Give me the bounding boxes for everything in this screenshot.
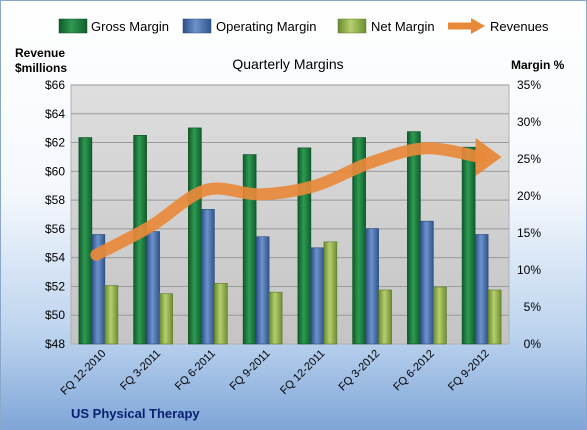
x-tick-label: FQ 12-2010: [59, 348, 109, 398]
left-tick-label: $58: [45, 193, 65, 207]
revenue-arrowhead: [475, 137, 502, 176]
left-tick-label: $54: [45, 251, 65, 265]
left-tick-label: $48: [45, 337, 65, 351]
operating-margin-bar: [420, 220, 434, 345]
left-tick-label: $50: [45, 308, 65, 322]
left-axis-label-line1: Revenue: [15, 46, 65, 60]
revenue-point: [370, 162, 371, 163]
revenue-point: [205, 190, 206, 191]
legend-label-net-margin: Net Margin: [371, 19, 435, 34]
left-tick-label: $60: [45, 164, 65, 178]
x-axis-ticks: FQ 12-2010 FQ 3-2011 FQ 6-2011 FQ 9-2011 FQ …: [59, 348, 492, 398]
left-axis-label-line2: $millions: [15, 61, 67, 75]
net-margin-bar: [214, 283, 228, 345]
left-tick-label: $66: [45, 78, 65, 92]
revenue-point: [260, 194, 261, 195]
net-margin-bar: [104, 285, 119, 345]
net-margin-bar: [487, 289, 502, 345]
revenue-arrow-group: [90, 137, 502, 261]
left-tick-label: $56: [45, 222, 65, 236]
legend-swatch-operating-margin: [182, 18, 212, 34]
left-tick-label: $62: [45, 136, 65, 150]
left-axis-ticks: $48 $50 $52 $54 $56 $58 $60 $62 $64 $66: [45, 78, 65, 351]
gross-margin-bar: [78, 137, 93, 345]
right-tick-label: 5%: [524, 300, 542, 314]
revenue-point: [315, 185, 316, 186]
revenue-point: [424, 148, 425, 149]
operating-margin-bar: [146, 231, 160, 345]
legend-swatch-net-margin: [337, 18, 367, 34]
right-tick-label: 35%: [517, 78, 541, 92]
legend-label-gross-margin: Gross Margin: [91, 19, 169, 34]
gross-margin-bar: [188, 127, 202, 345]
net-margin-bar: [378, 289, 392, 345]
net-margin-bar: [433, 286, 447, 345]
legend-label-revenues: Revenues: [490, 19, 549, 34]
x-tick-label: FQ 9-2011: [228, 348, 273, 393]
revenue-point: [151, 226, 152, 227]
revenue-point: [96, 254, 97, 255]
operating-margin-bar: [474, 234, 489, 345]
x-tick-label: FQ 6-2012: [391, 348, 437, 394]
right-axis-label: Margin %: [511, 58, 565, 72]
left-tick-label: $52: [45, 279, 65, 293]
legend: Gross Margin Operating Margin Net Margin…: [58, 18, 549, 34]
right-tick-label: 30%: [517, 115, 541, 129]
net-margin-bar: [159, 293, 173, 345]
left-tick-label: $64: [45, 107, 65, 121]
operating-margin-bar: [255, 236, 270, 345]
x-tick-label: FQ 9-2012: [446, 348, 492, 394]
net-margin-bar: [268, 291, 283, 345]
revenue-line: [90, 142, 486, 261]
net-margin-bar: [323, 241, 338, 345]
right-tick-label: 0%: [524, 337, 542, 351]
right-tick-label: 20%: [517, 189, 541, 203]
operating-margin-bar: [310, 247, 325, 345]
operating-margin-bar: [201, 209, 215, 345]
right-axis-ticks: 0% 5% 10% 15% 20% 25% 30% 35%: [517, 78, 541, 351]
gross-margin-bar: [242, 154, 257, 345]
x-tick-label: FQ 12-2011: [278, 348, 327, 397]
legend-swatch-gross-margin: [58, 18, 88, 34]
right-tick-label: 25%: [517, 152, 541, 166]
operating-margin-bar: [365, 228, 379, 345]
right-tick-label: 15%: [517, 226, 541, 240]
gross-margin-bar: [407, 131, 421, 345]
legend-swatch-revenues: [448, 18, 485, 34]
gross-margin-bar: [297, 147, 312, 345]
x-tick-label: FQ 6-2011: [173, 348, 218, 393]
revenue-point: [479, 156, 480, 157]
gross-margin-bar: [461, 146, 476, 345]
legend-label-operating-margin: Operating Margin: [216, 19, 316, 34]
footer-company: US Physical Therapy: [71, 406, 200, 421]
x-tick-label: FQ 3-2012: [337, 348, 383, 394]
bars-group: [78, 127, 502, 345]
chart-title: Quarterly Margins: [232, 56, 343, 72]
x-tick-label: FQ 3-2011: [118, 348, 163, 393]
right-tick-label: 10%: [517, 263, 541, 277]
